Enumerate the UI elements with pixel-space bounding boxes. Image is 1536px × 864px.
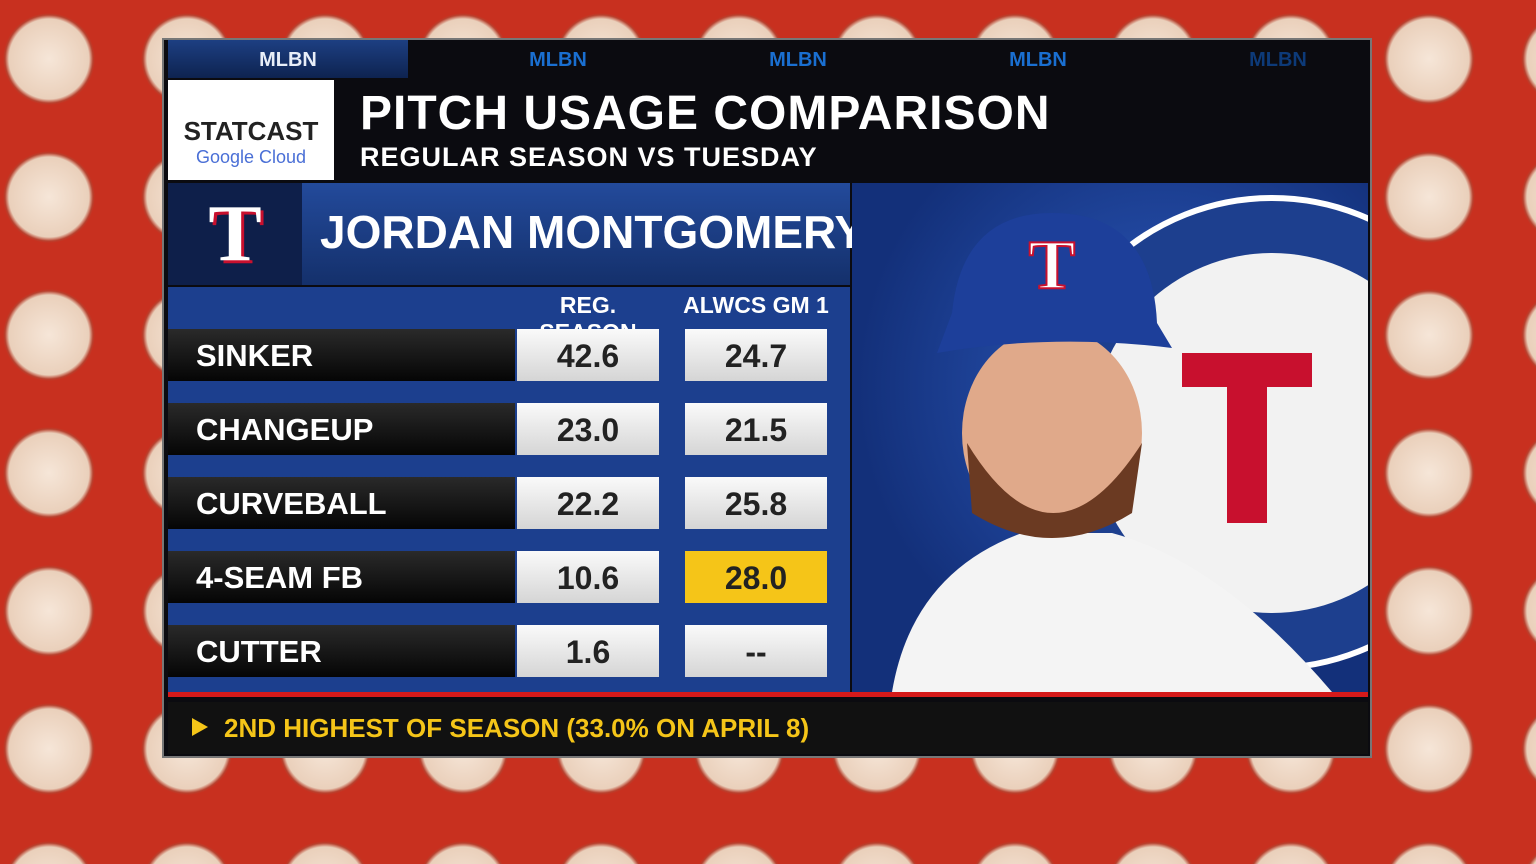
- svg-text:T: T: [1029, 227, 1076, 304]
- network-tab: MLBN: [769, 49, 827, 71]
- cell: 42.6: [517, 329, 659, 381]
- network-tab: MLBN: [529, 49, 587, 71]
- photo-art: T: [892, 195, 1368, 692]
- network-tab: MLBN: [168, 40, 408, 78]
- statcast-logo: STATCAST Google Cloud: [168, 80, 334, 180]
- cell: 24.7: [685, 329, 827, 381]
- column-header: ALWCS GM 1: [683, 292, 829, 318]
- player-photo: T: [852, 183, 1368, 692]
- pitch-name: CURVEBALL: [168, 477, 515, 529]
- highlighted-cell: 28.0: [685, 551, 827, 603]
- cell: 25.8: [685, 477, 827, 529]
- subtitle: REGULAR SEASON VS TUESDAY: [360, 142, 818, 172]
- divider: [168, 692, 1368, 697]
- cell: 1.6: [517, 625, 659, 677]
- cell: 21.5: [685, 403, 827, 455]
- network-tab: MLBN: [1249, 49, 1307, 71]
- cell: 22.2: [517, 477, 659, 529]
- logo-title: STATCAST: [183, 116, 319, 146]
- footnote-bar: 2ND HIGHEST OF SEASON (33.0% ON APRIL 8): [168, 702, 1368, 754]
- player-name: JORDAN MONTGOMERY: [320, 206, 866, 258]
- title: PITCH USAGE COMPARISON: [360, 87, 1051, 140]
- footnote-arrow: [192, 718, 208, 736]
- network-tab: MLBN: [1009, 49, 1067, 71]
- cell: 10.6: [517, 551, 659, 603]
- cell: 23.0: [517, 403, 659, 455]
- pitch-name: SINKER: [168, 329, 515, 381]
- cell: --: [685, 625, 827, 677]
- logo-sponsor: Google Cloud: [195, 147, 307, 167]
- pitch-name: CUTTER: [168, 625, 515, 677]
- pitch-name: 4-SEAM FB: [168, 551, 515, 603]
- pitch-name: CHANGEUP: [168, 403, 515, 455]
- team-logo: T: [168, 183, 302, 285]
